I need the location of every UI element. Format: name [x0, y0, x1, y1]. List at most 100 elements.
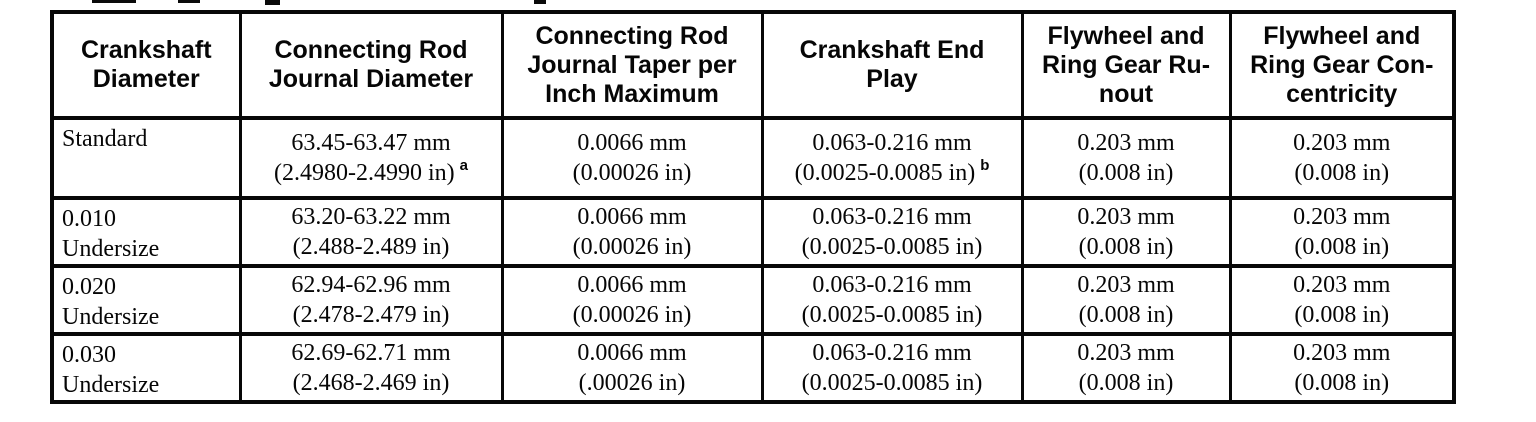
metric-value: 0.063-0.216 mm [812, 272, 972, 298]
spec-cell: 63.45-63.47 mm (2.4980-2.4990 in) a [238, 116, 504, 200]
metric-value: 0.063-0.216 mm [812, 204, 972, 230]
inch-value: (2.4980-2.4990 in) [274, 160, 455, 186]
inch-value-line: (0.008 in) [1232, 158, 1453, 188]
column-header-rod-journal-taper: Connecting Rod Journal Taper per Inch Ma… [500, 10, 764, 120]
crankshaft-spec-table: Crankshaft Diameter Connecting Rod Journ… [50, 10, 1456, 404]
header-line: centricity [1286, 79, 1398, 108]
column-header-crankshaft-diameter: Crankshaft Diameter [50, 10, 242, 120]
header-row: Crankshaft Diameter Connecting Rod Journ… [50, 10, 1456, 120]
inch-value: (0.0025-0.0085 in) [801, 370, 983, 396]
scan-artifact [534, 0, 546, 4]
header-line: Crankshaft End [799, 36, 985, 64]
inch-value-line: (2.4980-2.4990 in) a [242, 158, 501, 188]
metric-value: 0.203 mm [1293, 340, 1391, 366]
spec-cell: 0.063-0.216 mm (0.0025-0.0085 in) [760, 332, 1024, 404]
row-label-line: Undersize [62, 372, 160, 398]
header-line: Journal Taper per [527, 50, 737, 79]
header-line: Ring Gear Con- [1250, 50, 1434, 79]
spec-cell: 62.94-62.96 mm (2.478-2.479 in) [238, 264, 504, 336]
header-line: Inch Maximum [545, 79, 719, 108]
spec-cell: 0.0066 mm (0.00026 in) [500, 264, 764, 336]
inch-value: (0.008 in) [1294, 160, 1390, 186]
metric-value: 0.0066 mm [577, 340, 687, 366]
spec-cell: 0.203 mm (0.008 in) [1020, 264, 1232, 336]
inch-value-line: (0.0025-0.0085 in) [764, 368, 1021, 398]
row-label: 0.020 Undersize [50, 264, 242, 336]
inch-value: (0.008 in) [1294, 234, 1390, 260]
inch-value: (2.488-2.489 in) [292, 234, 450, 260]
inch-value: (0.008 in) [1078, 370, 1174, 396]
inch-value: (0.00026 in) [572, 302, 692, 328]
spec-cell: 0.203 mm (0.008 in) [1228, 332, 1456, 404]
row-label-line: Undersize [62, 236, 160, 262]
metric-value: 0.0066 mm [577, 130, 687, 156]
spec-cell: 0.203 mm (0.008 in) [1228, 264, 1456, 336]
inch-value-line: (0.008 in) [1232, 368, 1453, 398]
inch-value-line: (2.468-2.469 in) [242, 368, 501, 398]
inch-value: (2.468-2.469 in) [292, 370, 450, 396]
spec-cell: 0.203 mm (0.008 in) [1228, 196, 1456, 268]
header-line: Ring Gear Ru- [1041, 50, 1211, 79]
inch-value-line: (0.00026 in) [504, 300, 761, 330]
spec-cell: 0.0066 mm (.00026 in) [500, 332, 764, 404]
header-line: Connecting Rod [274, 36, 468, 64]
scan-artifact [92, 0, 136, 3]
inch-value-line: (0.008 in) [1024, 158, 1229, 188]
row-label: Standard [50, 116, 242, 200]
table-row-standard: Standard 63.45-63.47 mm (2.4980-2.4990 i… [50, 116, 1456, 200]
table-row-030-undersize: 0.030 Undersize 62.69-62.71 mm (2.468-2.… [50, 332, 1456, 404]
header-line: Flywheel and [1047, 21, 1205, 50]
metric-value: 0.203 mm [1293, 130, 1391, 156]
column-header-flywheel-concentricity: Flywheel and Ring Gear Con- centricity [1228, 10, 1456, 120]
scan-artifact [265, 0, 280, 5]
inch-value-line: (0.0025-0.0085 in) b [764, 158, 1021, 188]
header-line: nout [1098, 79, 1154, 108]
inch-value-line: (0.008 in) [1232, 300, 1453, 330]
metric-value: 0.0066 mm [577, 204, 687, 230]
inch-value-line: (2.478-2.479 in) [242, 300, 501, 330]
spec-cell: 0.203 mm (0.008 in) [1020, 116, 1232, 200]
inch-value: (0.00026 in) [572, 234, 692, 260]
inch-value: (0.008 in) [1294, 370, 1390, 396]
table-row-020-undersize: 0.020 Undersize 62.94-62.96 mm (2.478-2.… [50, 264, 1456, 336]
spec-cell: 0.063-0.216 mm (0.0025-0.0085 in) [760, 264, 1024, 336]
metric-value: 0.203 mm [1077, 130, 1175, 156]
row-label-line: 0.030 [62, 342, 116, 368]
header-line: Diameter [92, 65, 200, 93]
row-label-line: 0.010 [62, 206, 116, 232]
inch-value: (.00026 in) [578, 370, 686, 396]
spec-cell: 0.203 mm (0.008 in) [1228, 116, 1456, 200]
header-line: Crankshaft [80, 36, 212, 64]
inch-value-line: (0.008 in) [1232, 232, 1453, 262]
metric-value: 0.203 mm [1077, 340, 1175, 366]
inch-value: (0.008 in) [1294, 302, 1390, 328]
inch-value: (0.008 in) [1078, 302, 1174, 328]
metric-value: 0.0066 mm [577, 272, 687, 298]
inch-value-line: (0.00026 in) [504, 158, 761, 188]
spec-cell: 0.203 mm (0.008 in) [1020, 196, 1232, 268]
metric-value: 63.20-63.22 mm [291, 204, 451, 230]
inch-value: (0.008 in) [1078, 160, 1174, 186]
inch-value-line: (0.008 in) [1024, 368, 1229, 398]
inch-value-line: (0.00026 in) [504, 232, 761, 262]
spec-cell: 0.0066 mm (0.00026 in) [500, 116, 764, 200]
metric-value: 63.45-63.47 mm [291, 130, 451, 156]
column-header-flywheel-runout: Flywheel and Ring Gear Ru- nout [1020, 10, 1232, 120]
inch-value: (0.0025-0.0085 in) [794, 160, 976, 186]
inch-value: (0.0025-0.0085 in) [801, 302, 983, 328]
inch-value: (2.478-2.479 in) [292, 302, 450, 328]
row-label-line: Standard [62, 126, 148, 152]
row-label: 0.030 Undersize [50, 332, 242, 404]
table-row-010-undersize: 0.010 Undersize 63.20-63.22 mm (2.488-2.… [50, 196, 1456, 268]
column-header-rod-journal-diameter: Connecting Rod Journal Diameter [238, 10, 504, 120]
inch-value: (0.00026 in) [572, 160, 692, 186]
inch-value: (0.008 in) [1078, 234, 1174, 260]
spec-cell: 0.063-0.216 mm (0.0025-0.0085 in) [760, 196, 1024, 268]
spec-cell: 63.20-63.22 mm (2.488-2.489 in) [238, 196, 504, 268]
header-line: Connecting Rod [535, 21, 729, 50]
spec-cell: 0.063-0.216 mm (0.0025-0.0085 in) b [760, 116, 1024, 200]
spec-cell: 0.0066 mm (0.00026 in) [500, 196, 764, 268]
metric-value: 62.69-62.71 mm [291, 340, 451, 366]
spec-cell: 0.203 mm (0.008 in) [1020, 332, 1232, 404]
spec-cell: 62.69-62.71 mm (2.468-2.469 in) [238, 332, 504, 404]
